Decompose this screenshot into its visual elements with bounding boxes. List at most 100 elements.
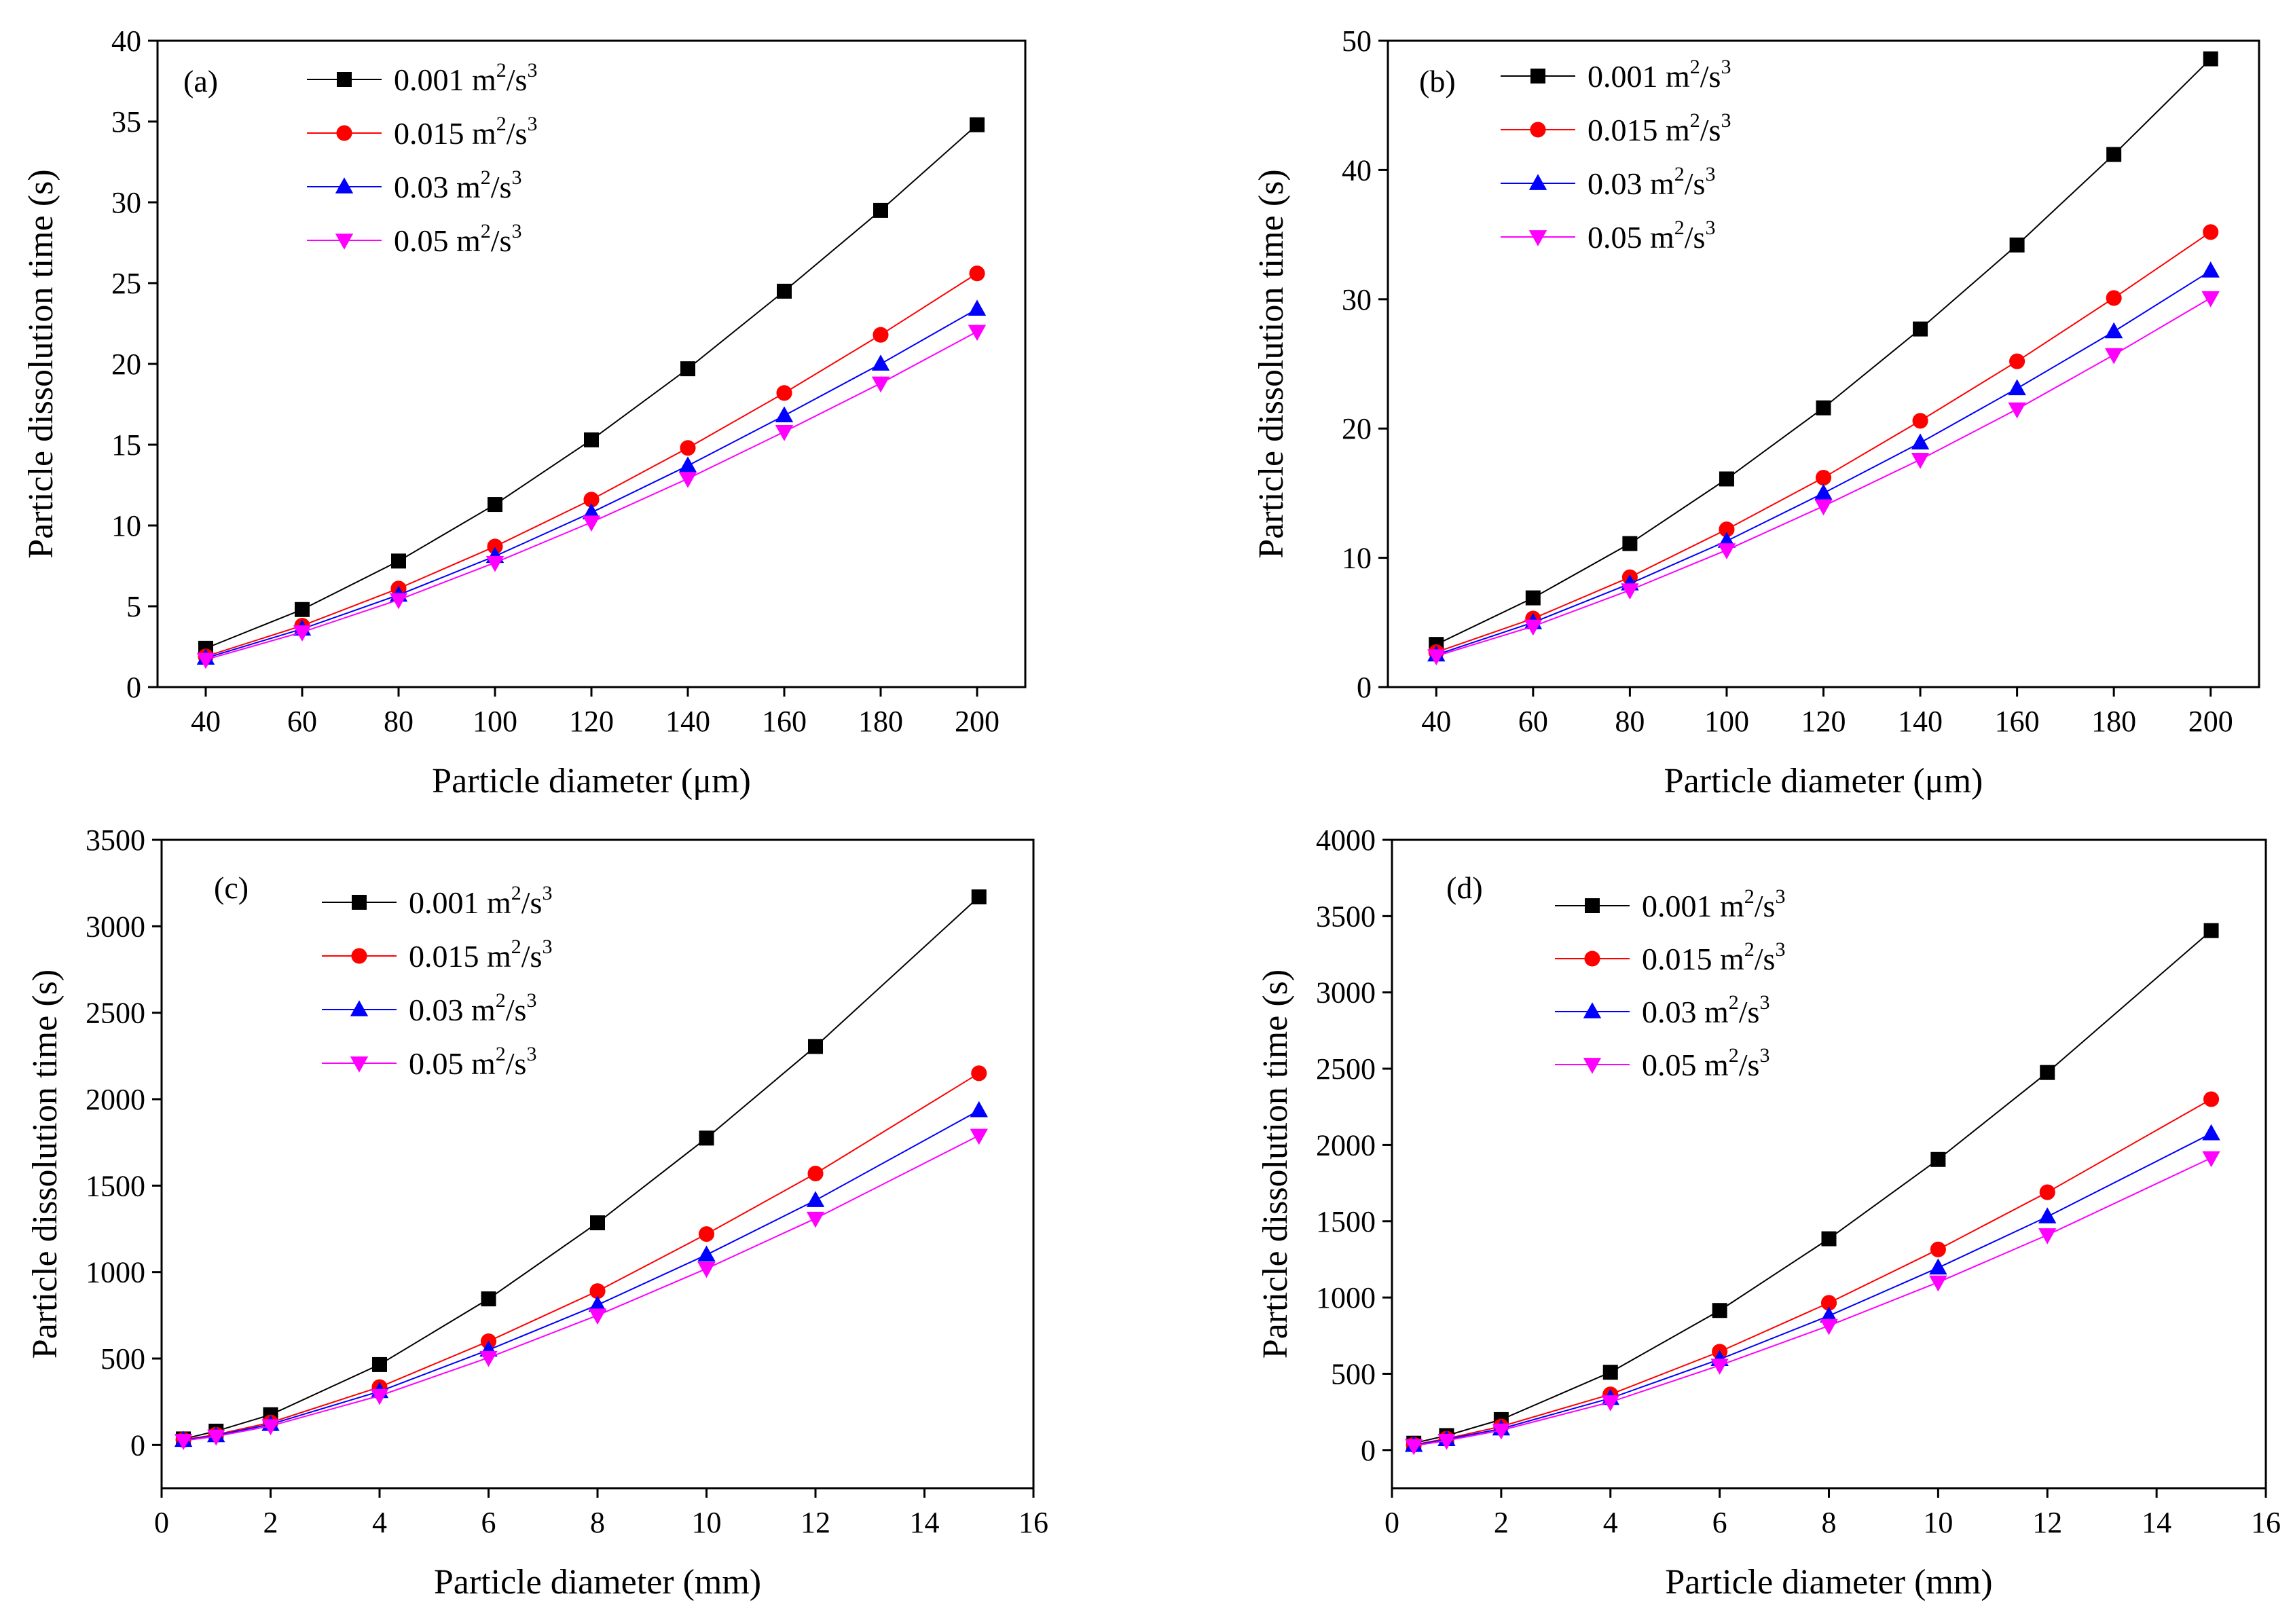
- legend-superscript: 3: [1721, 109, 1731, 132]
- data-point: [589, 1283, 606, 1299]
- legend-text-part: 0.03: [394, 170, 449, 204]
- legend-label: 0.05 m2/s3: [409, 1043, 536, 1081]
- data-point: [1719, 471, 1734, 487]
- x-axis-label: Particle diameter (μm): [432, 762, 751, 800]
- data-point: [1911, 452, 1930, 469]
- data-point: [1621, 583, 1639, 599]
- legend-superscript: 3: [526, 989, 536, 1012]
- legend-text-part: /s: [1700, 113, 1721, 147]
- y-tick-label: 30: [1342, 283, 1372, 316]
- x-tick-label: 180: [2091, 705, 2136, 738]
- data-point: [970, 117, 985, 132]
- legend-superscript: 2: [481, 220, 491, 242]
- legend-superscript: 3: [1705, 217, 1715, 239]
- series-line: [205, 272, 978, 657]
- plot-frame: [1387, 39, 2260, 688]
- x-tick-label: 6: [1712, 1506, 1727, 1539]
- data-point: [680, 361, 695, 377]
- data-point: [1930, 1151, 1946, 1167]
- panel-label: (c): [214, 870, 249, 905]
- data-point: [2104, 348, 2123, 365]
- x-tick-label: 12: [2032, 1506, 2062, 1539]
- legend-text-part: /s: [1755, 889, 1776, 923]
- legend-text-part: 0.05: [409, 1046, 464, 1081]
- y-tick-label: 25: [111, 267, 141, 300]
- data-point: [775, 406, 794, 423]
- legend-marker: [336, 125, 352, 141]
- data-point: [1717, 543, 1736, 559]
- legend-marker: [351, 948, 367, 964]
- data-point: [488, 497, 502, 513]
- y-tick-label: 5: [126, 590, 141, 623]
- data-point: [2009, 237, 2025, 253]
- x-tick-label: 12: [801, 1506, 830, 1539]
- data-point: [971, 889, 987, 905]
- y-tick-label: 1500: [1316, 1205, 1376, 1238]
- data-point: [2040, 1065, 2055, 1080]
- x-tick-label: 10: [692, 1506, 722, 1539]
- legend-label: 0.015 m2/s3: [394, 113, 537, 151]
- data-point: [295, 602, 310, 617]
- data-point: [1930, 1241, 1946, 1257]
- legend-label: 0.03 m2/s3: [409, 989, 536, 1027]
- legend-text-part: 0.015: [1588, 113, 1658, 147]
- series-line: [183, 1072, 980, 1441]
- x-tick-label: 0: [1384, 1506, 1399, 1539]
- legend-text-part: m: [479, 885, 512, 920]
- legend-text-part: /s: [1685, 166, 1706, 201]
- legend-label: 0.015 m2/s3: [409, 936, 552, 974]
- legend-superscript: 2: [496, 989, 506, 1012]
- legend-text-part: 0.015: [409, 939, 479, 974]
- data-point: [481, 1291, 496, 1307]
- data-point: [807, 1165, 824, 1182]
- legend-text-part: 0.03: [409, 993, 464, 1027]
- data-point: [806, 1211, 825, 1228]
- y-tick-label: 20: [111, 348, 141, 381]
- legend-superscript: 3: [1759, 1044, 1769, 1067]
- data-point: [1710, 1359, 1729, 1375]
- data-point: [479, 1350, 498, 1367]
- legend-text-part: m: [1712, 942, 1745, 976]
- data-point: [2038, 1207, 2057, 1223]
- legend-superscript: 3: [511, 166, 521, 189]
- data-point: [582, 503, 601, 519]
- data-point: [1719, 521, 1735, 538]
- x-tick-label: 80: [384, 705, 414, 738]
- legend-text-part: /s: [506, 993, 527, 1027]
- legend-superscript: 2: [1690, 56, 1700, 78]
- data-point: [1820, 1306, 1838, 1323]
- legend-text-part: 0.05: [1588, 220, 1643, 255]
- legend-label: 0.05 m2/s3: [1642, 1044, 1769, 1082]
- legend-label: 0.03 m2/s3: [1642, 991, 1769, 1029]
- legend-text-part: m: [1643, 166, 1675, 201]
- data-point: [2008, 379, 2026, 396]
- panel-label: (b): [1419, 64, 1456, 98]
- data-point: [174, 1434, 193, 1450]
- data-point: [2008, 402, 2026, 419]
- legend-marker: [1584, 951, 1600, 967]
- legend-text-part: 0.001: [409, 885, 479, 920]
- data-point: [1913, 321, 1928, 337]
- legend-superscript: 3: [1759, 991, 1769, 1014]
- data-point: [389, 593, 408, 610]
- legend-superscript: 2: [1729, 1044, 1739, 1067]
- data-point: [1814, 483, 1833, 500]
- data-point: [2203, 1091, 2220, 1107]
- y-axis-label: Particle dissolution time (s): [22, 169, 60, 558]
- legend-label: 0.001 m2/s3: [409, 882, 552, 920]
- legend-text-part: 0.05: [1642, 1048, 1697, 1082]
- data-point: [873, 202, 888, 218]
- data-point: [680, 440, 696, 456]
- legend-superscript: 3: [1705, 163, 1715, 185]
- x-tick-label: 0: [154, 1506, 169, 1539]
- legend-marker: [1528, 230, 1547, 246]
- legend-marker: [337, 72, 352, 87]
- data-point: [485, 555, 505, 572]
- data-point: [698, 1226, 715, 1242]
- series-line: [1435, 270, 2212, 656]
- data-point: [678, 456, 697, 473]
- data-point: [2201, 261, 2220, 278]
- legend-marker: [350, 1056, 369, 1073]
- legend-marker: [1583, 1058, 1602, 1074]
